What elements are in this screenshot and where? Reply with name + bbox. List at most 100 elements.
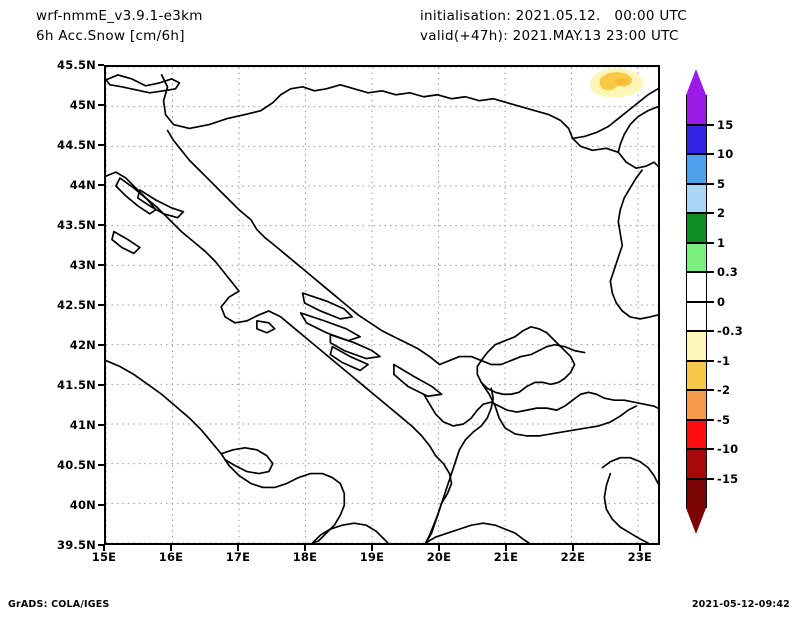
y-axis-tick-mark — [98, 344, 104, 346]
colorbar-tick-mark — [707, 123, 714, 126]
y-axis-tick-mark — [98, 304, 104, 306]
x-axis-tick-mark — [504, 545, 507, 551]
x-axis-tick-label: 18E — [292, 550, 318, 564]
colorbar-tick-mark — [707, 182, 714, 185]
x-axis-tick-label: 21E — [493, 550, 519, 564]
x-axis-tick-mark — [303, 545, 306, 551]
y-axis-tick-label: 41N — [69, 418, 96, 432]
colorbar-tick-label: 1 — [717, 235, 726, 250]
colorbar-tick-label: 5 — [717, 176, 726, 191]
x-axis-tick-label: 20E — [426, 550, 452, 564]
colorbar-band — [686, 449, 707, 479]
y-axis-tick-mark — [98, 384, 104, 386]
snow-accumulation-field — [589, 67, 644, 98]
colorbar-tick-label: -0.3 — [717, 324, 743, 338]
map-coastlines-and-borders — [106, 74, 658, 543]
colorbar-tick-mark — [707, 271, 714, 273]
x-axis-tick-mark — [370, 545, 373, 551]
colorbar-tick-mark — [707, 212, 714, 214]
colorbar-separator — [686, 448, 707, 450]
colorbar-separator — [686, 389, 707, 391]
colorbar-separator — [686, 330, 707, 332]
y-axis-tick-label: 44N — [69, 178, 96, 192]
x-axis-tick-mark — [437, 545, 440, 551]
colorbar-tick-mark — [707, 359, 714, 362]
render-timestamp-label: 2021-05-12-09:42 — [691, 599, 790, 610]
x-axis-tick-mark — [571, 545, 574, 551]
x-axis-tick-mark — [169, 545, 172, 551]
colorbar-separator — [686, 271, 707, 273]
initialisation-label: initialisation: 2021.05.12. 00:00 UTC — [420, 8, 687, 24]
y-axis-tick-label: 40N — [69, 498, 96, 512]
colorbar-tick-label: -2 — [717, 383, 731, 397]
colorbar-tick-mark — [707, 477, 714, 480]
y-axis-tick-label: 39.5N — [57, 538, 96, 552]
colorbar-tick-label: -15 — [717, 471, 739, 486]
y-axis-tick-label: 42.5N — [57, 298, 96, 312]
colorbar-separator — [686, 182, 707, 185]
colorbar-separator — [686, 418, 707, 421]
colorbar-under-arrow-icon — [686, 508, 706, 534]
x-axis-tick-label: 17E — [225, 550, 251, 564]
x-axis-tick-label: 15E — [91, 550, 117, 564]
header-time-info: initialisation: 2021.05.12. 00:00 UTC va… — [420, 6, 780, 46]
x-axis-tick-label: 22E — [560, 550, 586, 564]
colorbar-bands: 15 10 5 2 1 0.3 0 -0.3 -1 -2 -5 -10 -15 — [686, 69, 743, 534]
grid-lines — [106, 67, 658, 543]
y-axis-tick-label: 40.5N — [57, 458, 96, 472]
colorbar-band — [686, 478, 707, 508]
colorbar-band — [686, 95, 707, 125]
colorbar-separator — [686, 477, 707, 480]
colorbar-tick-label: 15 — [717, 117, 734, 132]
colorbar-separator — [686, 300, 707, 303]
colorbar-tick-label: -5 — [717, 412, 731, 427]
y-axis-tick-mark — [98, 424, 104, 426]
colorbar-tick-mark — [707, 448, 714, 450]
header-model-info: wrf-nmmE_v3.9.1-e3km 6h Acc.Snow [cm/6h] — [36, 6, 416, 46]
snow-patch-ne — [589, 67, 644, 98]
y-axis-tick-label: 41.5N — [57, 378, 96, 392]
colorbar-tick-mark — [707, 389, 714, 391]
y-axis-tick-label: 45.5N — [57, 58, 96, 72]
colorbar-separator — [686, 241, 707, 244]
y-axis-tick-mark — [98, 224, 104, 226]
colorbar-tick-label: -10 — [717, 442, 739, 456]
colorbar-separator — [686, 123, 707, 126]
y-axis-tick-label: 44.5N — [57, 138, 96, 152]
x-axis-tick-label: 16E — [158, 550, 184, 564]
x-axis-tick-mark — [236, 545, 239, 551]
x-axis-tick-mark — [638, 545, 641, 551]
colorbar-band — [686, 154, 707, 184]
colorbar-band — [686, 301, 707, 331]
colorbar-band — [686, 360, 707, 390]
map-plot-area — [104, 65, 660, 545]
colorbar-band — [686, 390, 707, 420]
colorbar-over-arrow-icon — [686, 69, 706, 95]
y-axis-tick-mark — [98, 504, 104, 506]
y-axis-tick-mark — [98, 64, 104, 66]
colorbar-tick-label: 0 — [717, 294, 726, 309]
y-axis-tick-mark — [98, 184, 104, 186]
field-name-label: 6h Acc.Snow [cm/6h] — [36, 28, 185, 44]
colorbar-band — [686, 272, 707, 302]
colorbar-tick-mark — [707, 153, 714, 155]
colorbar-band — [686, 419, 707, 449]
y-axis-tick-mark — [98, 264, 104, 266]
colorbar-tick-mark — [707, 300, 714, 303]
colorbar-tick-mark — [707, 330, 714, 332]
colorbar-band — [686, 242, 707, 272]
x-axis-tick-mark — [103, 545, 105, 551]
grads-credit-label: GrADS: COLA/IGES — [8, 599, 110, 610]
colorbar-tick-label: -1 — [717, 353, 731, 368]
model-name-label: wrf-nmmE_v3.9.1-e3km — [36, 8, 203, 24]
y-axis-tick-label: 45N — [69, 98, 96, 112]
y-axis-tick-mark — [98, 144, 104, 146]
valid-time-label: valid(+47h): 2021.MAY.13 23:00 UTC — [420, 28, 679, 44]
colorbar-separator — [686, 212, 707, 214]
colorbar-band — [686, 213, 707, 243]
colorbar: 15 10 5 2 1 0.3 0 -0.3 -1 -2 -5 -10 -15 — [686, 65, 796, 545]
colorbar-band — [686, 183, 707, 213]
y-axis-tick-mark — [98, 544, 104, 546]
colorbar-separator — [686, 153, 707, 155]
x-axis-tick-label: 19E — [359, 550, 385, 564]
